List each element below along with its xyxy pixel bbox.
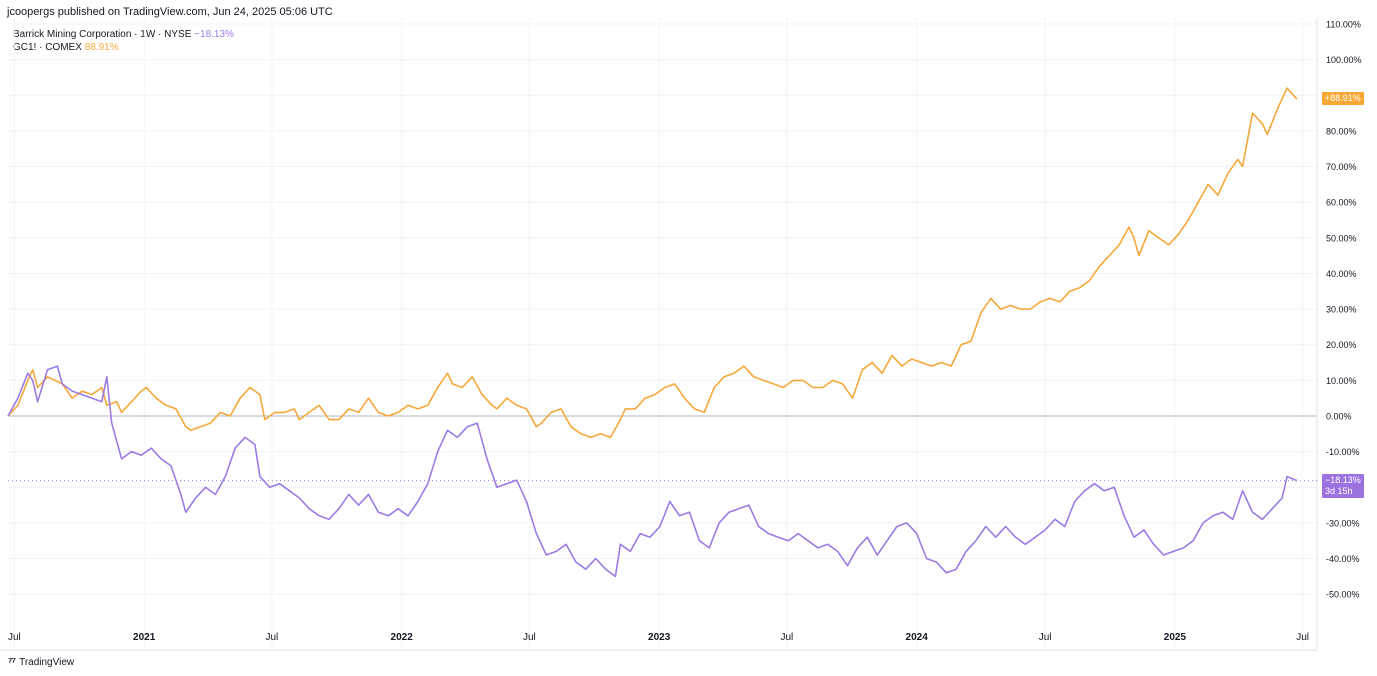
barrick-badge-value: −18.13%	[1325, 474, 1361, 485]
barrick-badge-countdown: 3d 15h	[1325, 485, 1353, 496]
y-axis: 110.00% 100.00% 80.00% 70.00% 60.00% 50.00% 40…	[1326, 20, 1362, 600]
y-tick-label: 110.00%	[1326, 20, 1361, 30]
legend-row-barrick[interactable]: Barrick Mining Corporation · 1W · NYSE −…	[13, 28, 234, 41]
y-tick-label: 60.00%	[1326, 198, 1357, 208]
publisher-line: jcoopergs published on TradingView.com, …	[7, 6, 333, 18]
x-tick-label: Jul	[8, 632, 21, 643]
series-line-barrick	[7, 365, 1298, 578]
chart-lines	[7, 87, 1298, 578]
legend-gold-name: GC1! · COMEX	[13, 42, 82, 53]
x-tick-label: 2021	[133, 632, 156, 643]
legend-barrick-change: −18.13%	[194, 29, 234, 40]
x-tick-label: Jul	[1296, 632, 1309, 643]
x-tick-label: 2024	[906, 632, 929, 643]
chart-grid	[0, 18, 1318, 651]
y-tick-label: -40.00%	[1326, 554, 1360, 564]
series-line-gold	[7, 87, 1298, 439]
x-tick-label: Jul	[265, 632, 278, 643]
y-tick-label: -10.00%	[1326, 447, 1360, 457]
x-axis: Jul 2021 Jul 2022 Jul 2023 Jul 2024 Jul 2025 Jul	[8, 632, 1309, 643]
y-tick-label: 0.00%	[1326, 412, 1352, 422]
y-tick-label: 40.00%	[1326, 269, 1357, 279]
y-tick-label: -50.00%	[1326, 590, 1360, 600]
y-tick-label: 100.00%	[1326, 55, 1362, 65]
x-tick-label: Jul	[523, 632, 536, 643]
y-tick-label: 50.00%	[1326, 233, 1357, 243]
barrick-price-badge: −18.13% 3d 15h	[1322, 473, 1364, 498]
x-tick-label: Jul	[1039, 632, 1052, 643]
y-tick-label: 20.00%	[1326, 340, 1357, 350]
x-tick-label: 2025	[1164, 632, 1187, 643]
chart-legend: Barrick Mining Corporation · 1W · NYSE −…	[13, 28, 234, 54]
legend-barrick-name: Barrick Mining Corporation · 1W · NYSE	[13, 29, 192, 40]
x-tick-label: 2023	[648, 632, 671, 643]
legend-row-gold[interactable]: GC1! · COMEX 88.91%	[13, 41, 234, 54]
gold-price-badge: +88.91%	[1322, 92, 1364, 106]
footer-brand-label: TradingView	[19, 656, 75, 668]
y-tick-label: 80.00%	[1326, 126, 1357, 136]
y-tick-label: -30.00%	[1326, 518, 1360, 528]
y-tick-label: 30.00%	[1326, 305, 1357, 315]
legend-gold-change: 88.91%	[84, 42, 119, 53]
tradingview-logo-icon: ⁷⁷	[8, 656, 16, 668]
y-tick-label: 10.00%	[1326, 376, 1357, 386]
x-tick-label: 2022	[391, 632, 414, 643]
y-tick-label: 70.00%	[1326, 162, 1357, 172]
footer-brand[interactable]: ⁷⁷ TradingView	[8, 656, 74, 668]
x-tick-label: Jul	[780, 632, 793, 643]
